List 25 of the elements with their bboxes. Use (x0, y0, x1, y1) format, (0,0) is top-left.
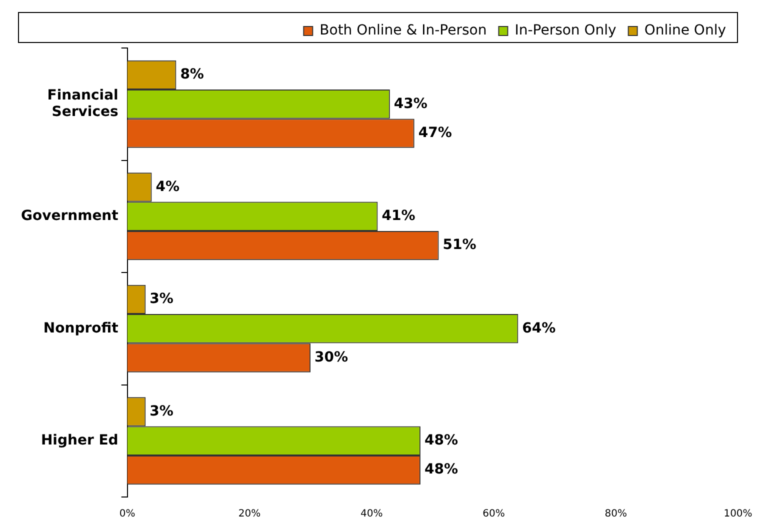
y-tick-label: Higher Ed (40, 432, 118, 449)
data-label: 51% (442, 237, 476, 254)
legend-label: In-Person Only (514, 22, 616, 39)
data-label: 48% (424, 462, 458, 478)
data-label: 3% (150, 403, 174, 420)
x-tick-label: 60% (482, 508, 505, 520)
y-tick-label: Government (21, 208, 119, 224)
data-label: 4% (156, 178, 180, 195)
data-label: 3% (150, 291, 174, 308)
data-label: 48% (424, 432, 458, 449)
data-label: 8% (180, 66, 204, 83)
legend-label: Both Online & In-Person (320, 22, 487, 39)
y-tick-label: Nonprofit (43, 320, 119, 336)
data-label: 43% (394, 96, 428, 112)
y-tick-label: Financial Services (47, 87, 118, 120)
data-label: 64% (522, 320, 556, 336)
x-tick-label: 0% (119, 508, 136, 520)
x-tick-label: 100% (724, 508, 752, 520)
data-label: 41% (382, 208, 416, 224)
legend-label: Online Only (644, 22, 726, 39)
data-label: 30% (314, 349, 348, 366)
x-tick-label: 80% (604, 508, 627, 520)
data-label: 47% (418, 124, 452, 141)
x-tick-label: 20% (238, 508, 261, 520)
x-tick-label: 40% (360, 508, 383, 520)
